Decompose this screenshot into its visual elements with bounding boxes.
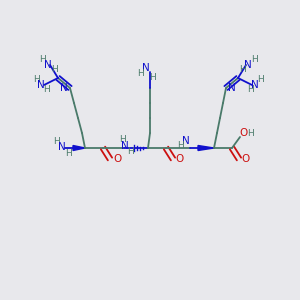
Text: H: H [54,137,60,146]
Text: H: H [39,56,45,64]
Text: O: O [176,154,184,164]
Text: N: N [228,83,236,93]
Text: O: O [240,128,248,138]
Text: H: H [256,76,263,85]
Text: H: H [51,64,57,74]
Text: H: H [44,85,50,94]
Text: N: N [142,63,150,73]
Text: N: N [44,60,52,70]
Text: O: O [242,154,250,164]
Text: H: H [250,56,257,64]
Text: H: H [247,128,254,137]
Text: H: H [118,136,125,145]
Polygon shape [198,146,214,151]
Text: N: N [251,80,259,90]
Text: N: N [121,141,129,151]
Text: N: N [244,60,252,70]
Polygon shape [73,146,85,151]
Text: H: H [64,148,71,158]
Text: O: O [113,154,121,164]
Text: N: N [58,142,66,152]
Text: H: H [127,148,134,157]
Text: H: H [33,76,39,85]
Text: H: H [148,73,155,82]
Text: N: N [37,80,45,90]
Text: H: H [247,85,254,94]
Text: H: H [178,142,184,151]
Text: H: H [240,64,246,74]
Text: H: H [136,68,143,77]
Text: N: N [60,83,68,93]
Text: N: N [182,136,190,146]
